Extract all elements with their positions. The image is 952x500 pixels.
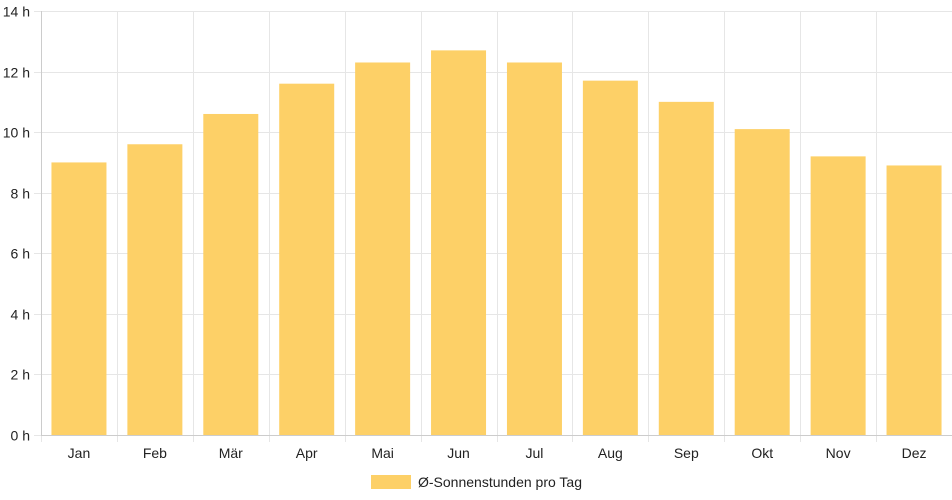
y-tick-label: 10 h <box>3 125 30 141</box>
bar-feb[interactable] <box>127 144 183 435</box>
x-tick-label: Feb <box>143 445 167 461</box>
y-tick-label: 4 h <box>11 307 30 323</box>
y-tick-label: 12 h <box>3 65 30 81</box>
bar-aug[interactable] <box>582 80 638 436</box>
x-tick-label: Apr <box>296 445 318 461</box>
y-tick-label: 0 h <box>11 428 30 444</box>
bar-sep[interactable] <box>658 101 714 435</box>
bar-mär[interactable] <box>203 113 259 435</box>
bar-jan[interactable] <box>51 162 107 435</box>
bar-jun[interactable] <box>431 50 487 435</box>
x-tick-label: Sep <box>674 445 699 461</box>
y-tick-label: 6 h <box>11 246 30 262</box>
bar-dez[interactable] <box>886 165 942 435</box>
bar-apr[interactable] <box>279 83 335 435</box>
x-tick-label: Aug <box>598 445 623 461</box>
x-tick-label: Dez <box>902 445 927 461</box>
bar-nov[interactable] <box>810 156 866 435</box>
legend-label: Ø-Sonnenstunden pro Tag <box>418 474 582 490</box>
bar-jul[interactable] <box>506 62 562 435</box>
axes: 0 h 2 h 4 h 6 h 8 h 10 h 12 h 14 h Jan Feb Mär Apr M… <box>3 4 952 461</box>
legend[interactable]: Ø-Sonnenstunden pro Tag <box>371 474 582 490</box>
x-tick-label: Jun <box>447 445 470 461</box>
grid-lines <box>34 11 952 442</box>
x-tick-label: Okt <box>751 445 773 461</box>
y-tick-label: 2 h <box>11 367 30 383</box>
x-tick-label: Jul <box>526 445 544 461</box>
x-tick-label: Mär <box>219 445 243 461</box>
bar-okt[interactable] <box>734 129 790 435</box>
y-tick-label: 14 h <box>3 4 30 20</box>
legend-swatch <box>371 475 411 489</box>
bar-mai[interactable] <box>355 62 411 435</box>
x-tick-label: Nov <box>826 445 851 461</box>
x-tick-label: Mai <box>371 445 394 461</box>
y-tick-label: 8 h <box>11 186 30 202</box>
x-tick-label: Jan <box>68 445 91 461</box>
bars <box>51 50 942 436</box>
